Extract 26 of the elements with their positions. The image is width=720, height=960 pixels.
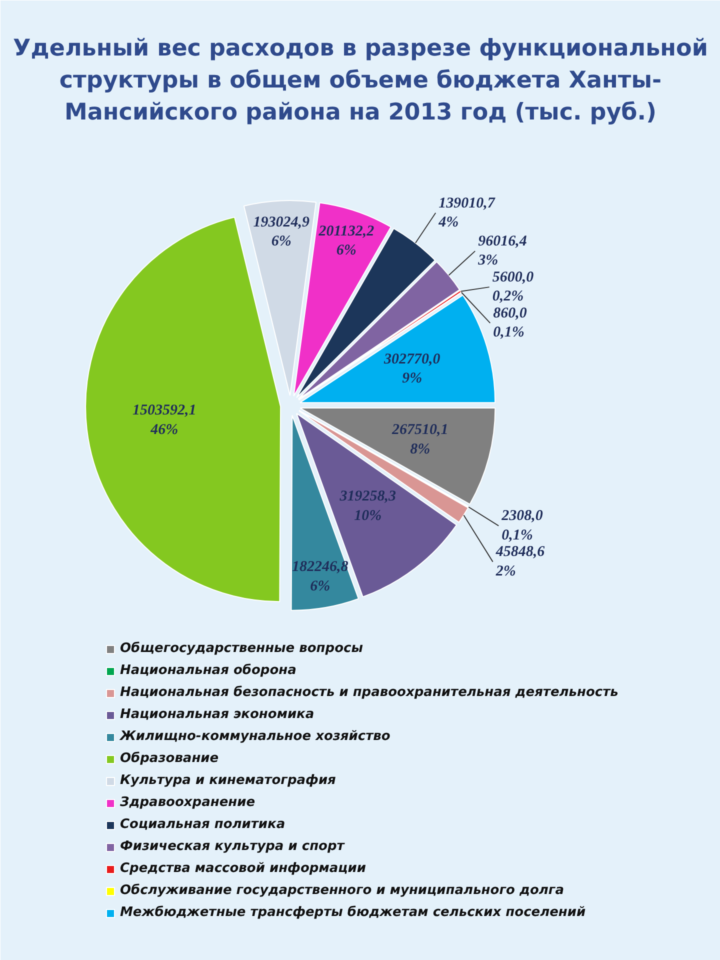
legend-label: Образование: [120, 751, 219, 766]
data-label: 860,0 0,1%: [493, 305, 528, 341]
legend-label: Физическая культура и спорт: [120, 839, 344, 854]
data-label: 319258,3 10%: [338, 488, 396, 524]
legend-label: Межбюджетные трансферты бюджетам сельских поселений: [120, 905, 586, 920]
data-label: 267510,1 8%: [391, 422, 448, 458]
legend-label: Национальная оборона: [120, 663, 296, 678]
legend-label: Национальная экономика: [120, 707, 314, 722]
data-label: 45848,6 2%: [494, 544, 546, 580]
legend-label: Обслуживание государственного и муниципального долга: [120, 883, 564, 898]
legend-label: Культура и кинематография: [120, 773, 336, 788]
legend-label: Средства массовой информации: [120, 861, 366, 876]
data-label: 96016,4 3%: [477, 233, 528, 269]
data-label: 1503592,1 46%: [132, 402, 196, 438]
data-label: 139010,7 4%: [438, 195, 496, 230]
data-label: 2308,0 0,1%: [500, 508, 544, 544]
legend-label: Общегосударственные вопросы: [120, 641, 363, 656]
chart-title: Удельный вес расходов в разрезе функциональной структуры в общем объеме бюджета Ханты-Мансийского района на 2013 год (тыс. руб.): [13, 36, 708, 126]
data-label: 201132,2 6%: [318, 223, 375, 259]
legend-label: Здравоохранение: [120, 795, 256, 810]
data-label: 302770,0 9%: [383, 351, 441, 387]
legend-label: Социальная политика: [120, 817, 286, 832]
data-label: 5600,0 0,2%: [492, 269, 534, 305]
legend-label: Жилищно-коммунальное хозяйство: [120, 729, 390, 744]
legend-label: Национальная безопасность и правоохранительная деятельность: [120, 685, 618, 700]
data-label: 193024,9 6%: [253, 214, 310, 250]
